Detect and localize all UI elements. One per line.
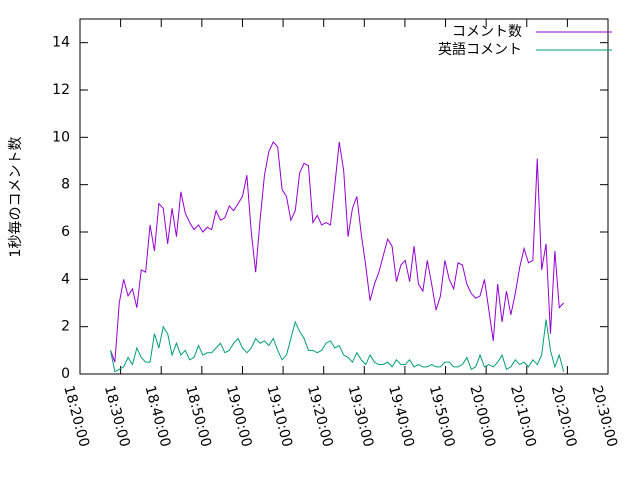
y-tick-label: 4 (61, 271, 70, 287)
plot-frame (79, 18, 609, 375)
x-tick-label: 18:20:00 (60, 384, 92, 449)
y-tick-label: 14 (52, 35, 70, 51)
y-tick-label: 8 (61, 177, 70, 193)
series-line (109, 319, 565, 373)
x-tick-label: 18:30:00 (101, 384, 133, 449)
x-tick-label: 18:40:00 (142, 384, 174, 449)
x-tick-label: 19:40:00 (385, 384, 417, 449)
x-tick-label: 20:10:00 (507, 384, 539, 449)
y-tick-label: 10 (52, 129, 70, 145)
y-tick-label: 2 (61, 319, 70, 335)
x-tick-label: 19:30:00 (345, 384, 377, 449)
legend-label: 英語コメント (438, 41, 522, 58)
y-axis-label: 1秒毎のコメント数 (8, 137, 24, 258)
y-tick-label: 0 (61, 366, 70, 382)
x-tick-label: 19:00:00 (223, 384, 255, 449)
x-tick-label: 20:00:00 (466, 384, 498, 449)
y-tick-label: 6 (61, 224, 70, 240)
x-tick-label: 20:30:00 (588, 384, 620, 449)
x-tick-label: 18:50:00 (182, 384, 214, 449)
x-tick-label: 20:20:00 (548, 384, 580, 449)
series-line (109, 141, 565, 363)
y-tick-label: 12 (52, 82, 70, 98)
legend-label: コメント数 (452, 24, 522, 40)
x-tick-label: 19:20:00 (304, 384, 336, 449)
x-tick-label: 19:50:00 (426, 384, 458, 449)
x-tick-label: 19:10:00 (263, 384, 295, 449)
